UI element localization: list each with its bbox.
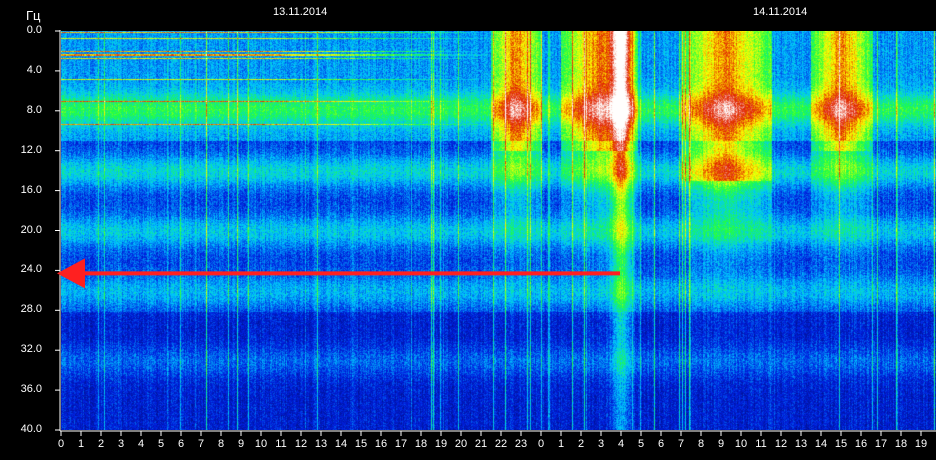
x-tick-label: 0	[537, 438, 545, 450]
x-tick-label: 9	[237, 438, 245, 450]
x-tick-label: 6	[177, 438, 185, 450]
x-tick-label: 12	[774, 438, 788, 450]
x-tick-label: 4	[137, 438, 145, 450]
x-tick-label: 14	[334, 438, 348, 450]
date-label: 13.11.2014	[273, 6, 328, 18]
x-tick-label: 22	[494, 438, 508, 450]
x-tick-label: 8	[697, 438, 705, 450]
x-tick-label: 7	[677, 438, 685, 450]
y-tick-label: 8.0	[26, 103, 42, 116]
x-tick-label: 4	[617, 438, 625, 450]
x-tick-label: 0	[57, 438, 65, 450]
x-tick-label: 9	[717, 438, 725, 450]
x-tick-label: 11	[755, 438, 767, 450]
x-tick-label: 10	[254, 438, 268, 450]
x-tick-label: 13	[314, 438, 328, 450]
x-tick-label: 14	[814, 438, 828, 450]
x-tick-label: 2	[577, 438, 585, 450]
x-tick-label: 19	[914, 438, 928, 450]
annotation-arrow-head	[57, 258, 85, 289]
x-tick-label: 16	[374, 438, 388, 450]
y-tick-label: 16.0	[20, 183, 42, 196]
x-tick-label: 18	[414, 438, 428, 450]
x-tick-label: 3	[597, 438, 605, 450]
y-tick-label: 12.0	[20, 143, 42, 156]
x-tick-label: 8	[217, 438, 225, 450]
y-tick-label: 36.0	[20, 383, 42, 396]
x-tick-label: 10	[734, 438, 748, 450]
y-tick-label: 28.0	[20, 303, 42, 316]
x-tick-label: 19	[434, 438, 448, 450]
x-tick-label: 18	[894, 438, 908, 450]
x-tick-label: 3	[117, 438, 125, 450]
y-axis-unit-label: Гц	[26, 8, 41, 23]
x-tick-label: 2	[97, 438, 105, 450]
x-tick-label: 13	[794, 438, 808, 450]
date-label: 14.11.2014	[753, 6, 808, 18]
y-tick-label: 24.0	[20, 263, 42, 276]
x-tick-label: 17	[874, 438, 888, 450]
x-tick-label: 5	[637, 438, 645, 450]
x-tick-label: 15	[834, 438, 848, 450]
y-tick-label: 40.0	[20, 423, 42, 435]
x-tick-label: 21	[474, 438, 488, 450]
y-tick-label: 20.0	[20, 223, 42, 236]
x-tick-label: 20	[454, 438, 468, 450]
x-tick-label: 1	[557, 438, 565, 450]
y-tick-label: 4.0	[26, 63, 42, 76]
x-tick-label: 16	[854, 438, 868, 450]
x-tick-label: 1	[77, 438, 85, 450]
x-tick-label: 5	[157, 438, 165, 450]
x-tick-label: 17	[394, 438, 408, 450]
x-tick-label: 7	[197, 438, 205, 450]
x-tick-label: 11	[275, 438, 287, 450]
x-tick-label: 23	[514, 438, 528, 450]
x-tick-label: 12	[294, 438, 308, 450]
x-tick-label: 6	[657, 438, 665, 450]
y-tick-label: 32.0	[20, 343, 42, 356]
x-tick-label: 15	[354, 438, 368, 450]
y-tick-label: 0.0	[26, 24, 42, 36]
spectrogram-heatmap	[61, 31, 936, 430]
